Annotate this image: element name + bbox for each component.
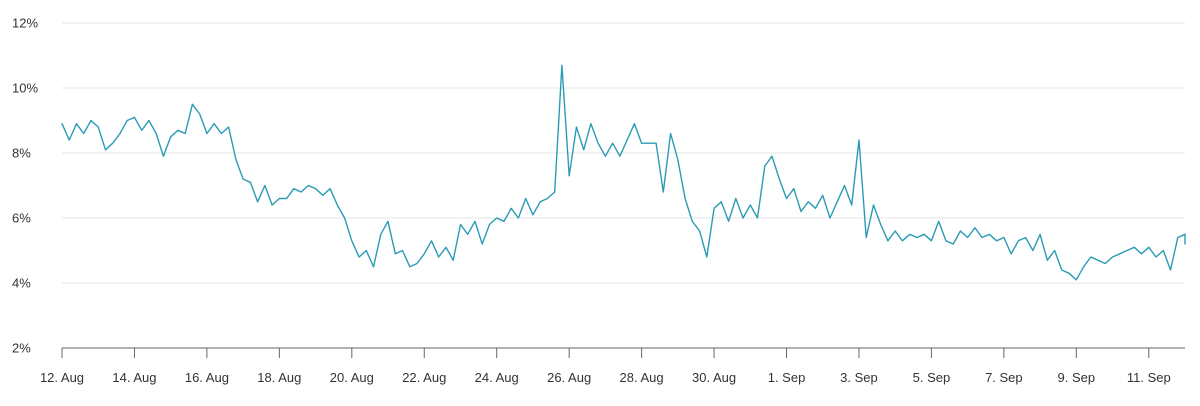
x-tick-label: 24. Aug	[475, 370, 519, 385]
y-tick-label: 2%	[12, 341, 31, 356]
series-group	[61, 64, 1186, 281]
x-tick-label: 28. Aug	[620, 370, 664, 385]
x-tick-label: 5. Sep	[913, 370, 951, 385]
x-tick-label: 12. Aug	[40, 370, 84, 385]
x-tick-label: 11. Sep	[1127, 370, 1171, 385]
y-tick-label: 12%	[12, 16, 38, 31]
x-tick-label: 22. Aug	[402, 370, 446, 385]
x-tick-label: 14. Aug	[112, 370, 156, 385]
x-tick-label: 20. Aug	[330, 370, 374, 385]
x-axis-labels: 12. Aug 14. Aug 16. Aug 18. Aug 20. Aug 22. A…	[40, 370, 1171, 385]
y-tick-label: 10%	[12, 81, 38, 96]
grid	[62, 22, 1185, 284]
series-line	[61, 64, 1186, 281]
x-tick-label: 26. Aug	[547, 370, 591, 385]
y-tick-label: 6%	[12, 211, 31, 226]
x-tick-label: 3. Sep	[840, 370, 878, 385]
x-tick-label: 7. Sep	[985, 370, 1023, 385]
x-tick-label: 9. Sep	[1058, 370, 1096, 385]
y-tick-label: 4%	[12, 276, 31, 291]
x-tick-label: 16. Aug	[185, 370, 229, 385]
x-tick-label: 30. Aug	[692, 370, 736, 385]
axes	[61, 347, 1185, 358]
x-tick-label: 18. Aug	[257, 370, 301, 385]
y-axis-labels: 2% 4% 6% 8% 10% 12%	[12, 16, 38, 356]
y-tick-label: 8%	[12, 146, 31, 161]
x-tick-label: 1. Sep	[768, 370, 806, 385]
